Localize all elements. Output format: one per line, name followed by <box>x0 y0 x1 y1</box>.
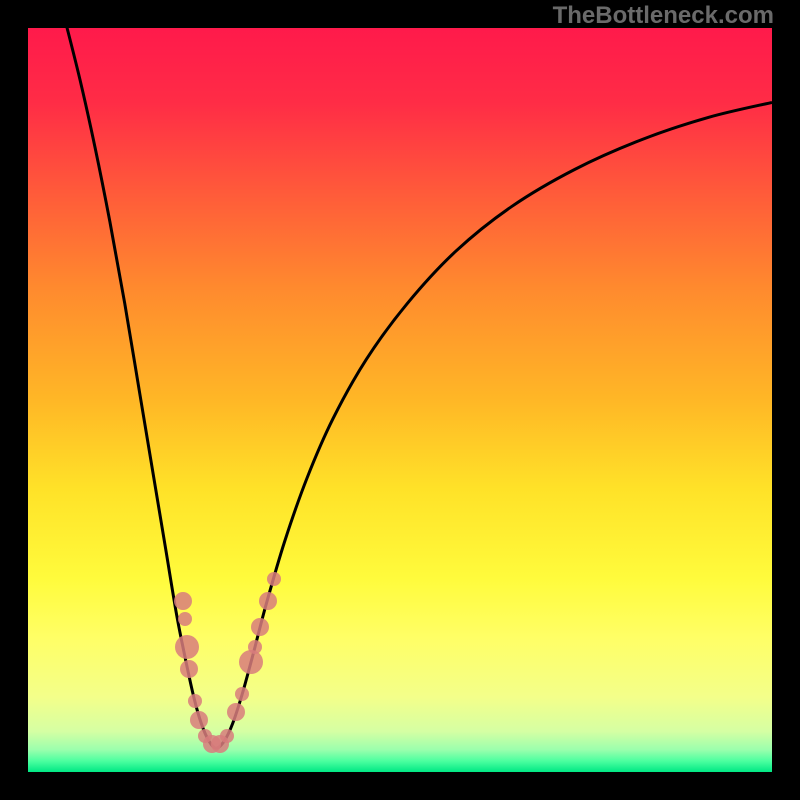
data-marker <box>174 592 192 610</box>
data-marker <box>239 650 263 674</box>
marker-layer <box>28 28 772 772</box>
data-marker <box>267 572 281 586</box>
data-marker <box>188 694 202 708</box>
data-marker <box>251 618 269 636</box>
data-marker <box>227 703 245 721</box>
data-marker <box>175 635 199 659</box>
watermark-text: TheBottleneck.com <box>553 2 774 30</box>
data-marker <box>190 711 208 729</box>
data-marker <box>235 687 249 701</box>
data-marker <box>220 729 234 743</box>
chart-frame: TheBottleneck.com <box>0 0 800 800</box>
data-marker <box>259 592 277 610</box>
plot-area <box>28 28 772 772</box>
data-marker <box>180 660 198 678</box>
data-marker <box>178 612 192 626</box>
data-marker <box>248 640 262 654</box>
